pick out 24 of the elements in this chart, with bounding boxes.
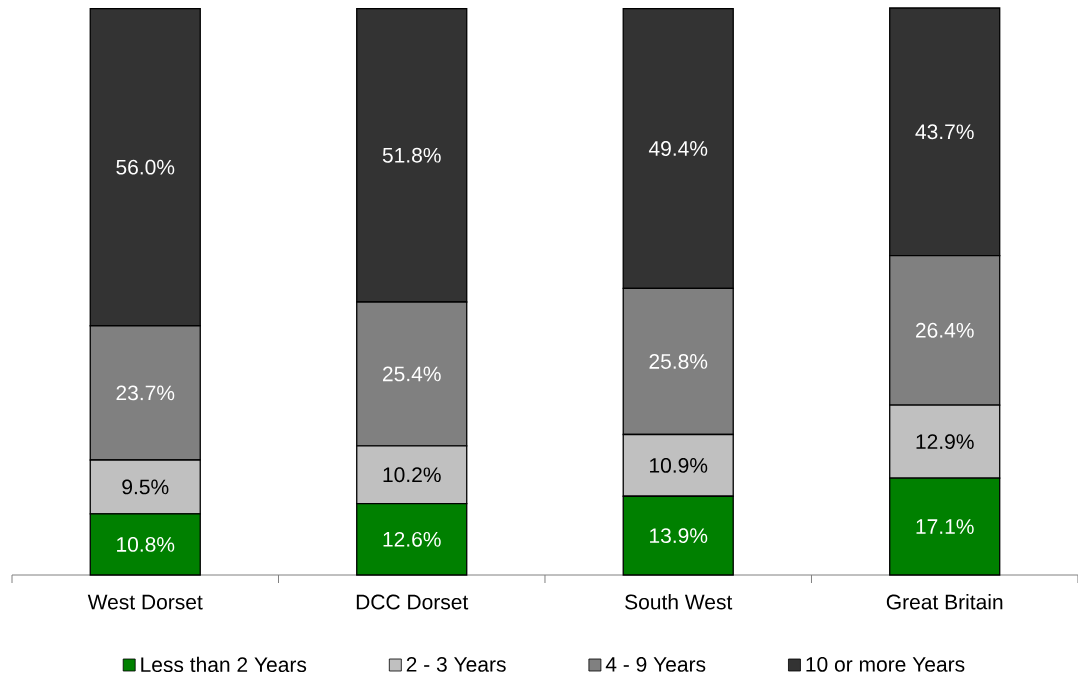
data-label: 12.6%: [383, 531, 441, 547]
data-label: 9.5%: [122, 479, 169, 495]
data-label: 26.4%: [916, 322, 974, 338]
x-tick-label: DCC Dorset: [356, 594, 469, 610]
data-label: 10.8%: [117, 536, 175, 552]
legend-label: 10 or more Years: [806, 656, 965, 672]
data-label: 56.0%: [116, 159, 175, 175]
data-label: 13.9%: [650, 528, 708, 544]
data-label: 51.8%: [382, 147, 441, 163]
data-label: 49.4%: [648, 141, 708, 156]
data-label: 10.2%: [383, 467, 441, 483]
data-label: 25.4%: [383, 366, 441, 382]
data-label: 43.7%: [915, 124, 974, 140]
data-label: 25.8%: [649, 354, 708, 369]
x-tick-label: West Dorset: [87, 594, 203, 610]
data-label: 12.9%: [916, 434, 974, 450]
x-tick-label: Great Britain: [886, 594, 1003, 610]
legend-label: Less than 2 Years: [141, 656, 307, 673]
data-label: 10.9%: [650, 457, 708, 473]
data-label: 17.1%: [916, 519, 974, 534]
legend-label: 2 - 3 Years: [406, 656, 506, 672]
x-tick-label: South West: [625, 594, 733, 610]
legend-label: 4 - 9 Years: [605, 656, 706, 672]
data-label: 23.7%: [116, 385, 175, 401]
